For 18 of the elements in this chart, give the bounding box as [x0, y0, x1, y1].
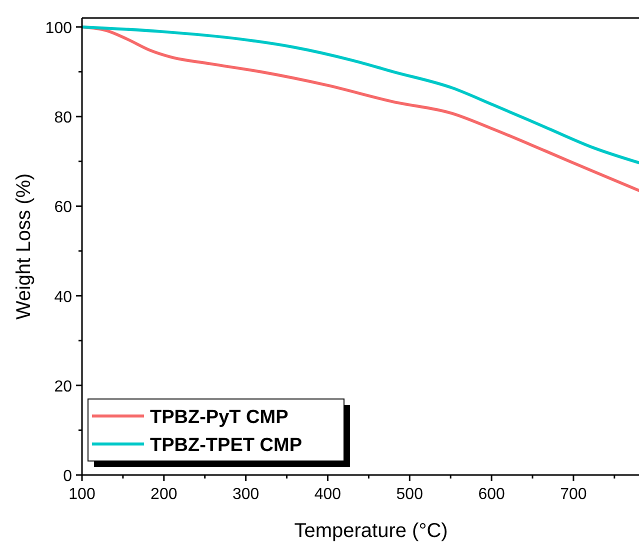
y-tick-label: 40: [54, 288, 72, 306]
line-series: [82, 25, 639, 164]
x-axis-title: Temperature (°C): [294, 520, 448, 542]
x-tick-label: 700: [560, 486, 587, 503]
y-axis-title: Weight Loss (%): [13, 173, 35, 320]
y-tick-label: 80: [54, 110, 72, 127]
y-tick-label: 20: [54, 378, 72, 396]
legend-label: TPBZ-PyT CMP: [150, 407, 289, 428]
x-tick-label: 400: [314, 486, 342, 503]
x-tick-label: 600: [478, 486, 506, 503]
x-tick-label: 500: [396, 486, 424, 503]
y-tick-label: 100: [45, 20, 72, 37]
y-tick-label: 60: [54, 199, 72, 216]
x-tick-label: 100: [68, 486, 96, 503]
legend-label: TPBZ-TPET CMP: [150, 435, 302, 456]
y-tick-label: 0: [63, 468, 72, 485]
x-tick-label: 300: [232, 486, 260, 503]
x-tick-label: 200: [150, 486, 178, 503]
